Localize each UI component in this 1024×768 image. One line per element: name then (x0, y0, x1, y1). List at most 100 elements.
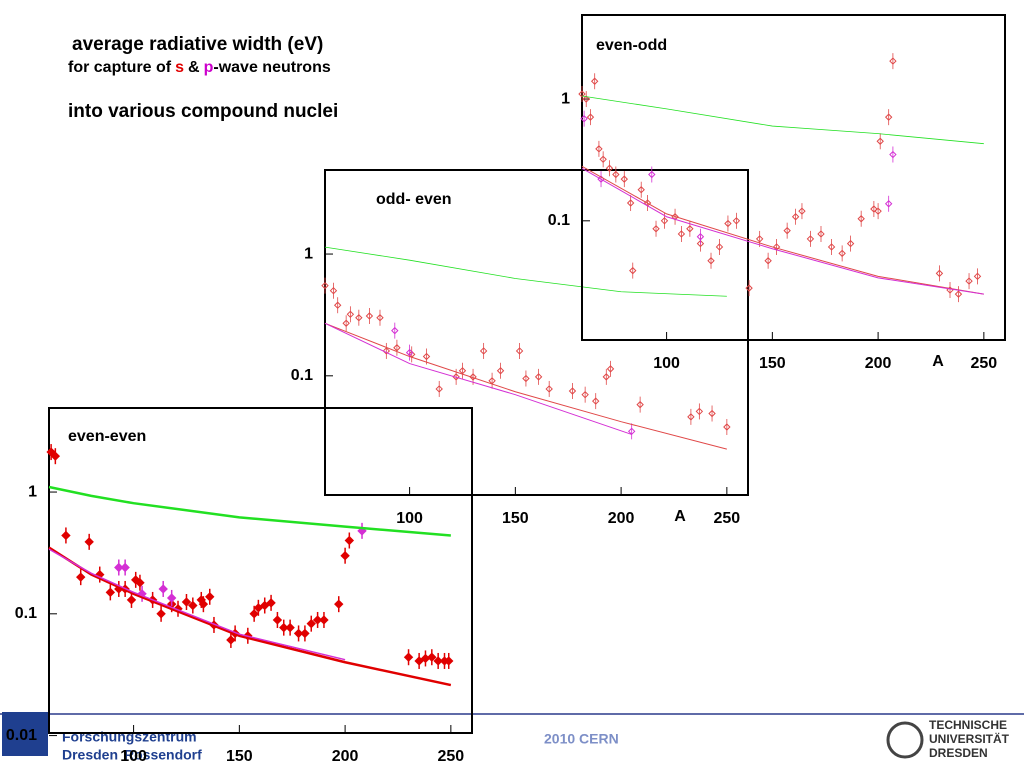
fzd-logo (2, 712, 48, 756)
data-point (660, 217, 669, 225)
data-point (433, 656, 443, 666)
data-point (272, 615, 283, 625)
subtitle: for capture of s & p-wave neutrons (68, 59, 331, 76)
data-point (707, 257, 715, 265)
curve (324, 322, 727, 450)
data-point (846, 239, 855, 248)
data-point (582, 95, 590, 103)
data-point (626, 199, 635, 207)
title: average radiative width (eV) (72, 34, 323, 55)
data-point (334, 599, 344, 609)
data-point (376, 314, 384, 322)
data-point (321, 281, 329, 290)
x-tick-label: 250 (970, 355, 997, 372)
data-point (226, 635, 236, 645)
data-point (452, 373, 460, 381)
data-point (249, 609, 259, 619)
data-point (166, 593, 177, 603)
data-point (783, 226, 791, 235)
data-point (636, 400, 644, 409)
x-tick-label: 100 (120, 748, 147, 765)
footer-left: Forschungszentrum (62, 729, 197, 745)
footer-right: DRESDEN (929, 746, 988, 760)
data-point (391, 326, 399, 335)
data-point (590, 77, 599, 85)
data-point (745, 284, 753, 292)
data-point (592, 397, 600, 405)
data-point (889, 150, 897, 159)
plot-frame (48, 407, 473, 734)
data-point (131, 575, 141, 585)
data-point (534, 373, 543, 381)
data-point (686, 225, 694, 233)
data-point (677, 230, 686, 238)
x-axis-label: A (932, 353, 944, 370)
chart-title: even-odd (596, 37, 667, 54)
data-point (605, 164, 614, 172)
data-point (76, 572, 86, 582)
y-tick-label: 0.01 (6, 727, 37, 744)
data-point (285, 622, 295, 633)
data-point (838, 249, 846, 258)
data-point (300, 628, 310, 639)
data-point (954, 290, 963, 298)
x-tick-label: 200 (865, 355, 892, 372)
data-point (61, 530, 71, 541)
curve (324, 322, 632, 435)
data-point (496, 367, 505, 375)
data-point (205, 592, 215, 602)
data-point (382, 347, 391, 355)
data-point (806, 235, 815, 243)
data-point (732, 217, 741, 225)
data-point (764, 257, 772, 265)
data-point (595, 145, 603, 153)
data-point (620, 175, 629, 183)
data-point (469, 373, 477, 381)
data-point (545, 385, 553, 393)
subtitle-part: & (188, 59, 200, 76)
y-tick-label: 1 (28, 483, 37, 500)
data-point (973, 272, 982, 281)
data-point (342, 319, 350, 327)
footer-left: Dresden (62, 747, 118, 763)
footer-right: TECHNISCHE (929, 718, 1007, 732)
data-point (874, 207, 882, 215)
curve (581, 165, 984, 295)
plot-frame (324, 169, 749, 496)
x-tick-label: 100 (396, 510, 423, 527)
x-tick-label: 150 (226, 748, 253, 765)
data-point (568, 387, 577, 395)
curve (581, 95, 984, 145)
y-tick-label: 1 (304, 245, 313, 262)
data-point (637, 186, 645, 194)
data-point (120, 562, 130, 573)
data-point (522, 374, 530, 383)
data-point (105, 587, 116, 598)
x-tick-label: 200 (332, 748, 359, 765)
data-point (827, 243, 836, 251)
data-point (723, 423, 731, 431)
data-point (135, 578, 145, 588)
data-point (708, 409, 716, 418)
curve (324, 246, 727, 297)
subtitle-part: for capture of (68, 59, 172, 76)
x-tick-label: 150 (502, 510, 529, 527)
data-point (422, 352, 431, 361)
data-point (198, 599, 209, 609)
data-point (687, 413, 695, 421)
curve (581, 167, 984, 295)
data-point (606, 365, 615, 373)
data-point (715, 243, 724, 251)
data-point (648, 170, 656, 179)
data-point (158, 584, 168, 594)
data-point (181, 597, 192, 607)
data-point (260, 600, 270, 611)
data-point (876, 137, 884, 145)
data-point (365, 312, 374, 320)
data-point (965, 277, 973, 285)
subtitle-s: s (175, 59, 184, 76)
subtitle-2: into various compound nuclei (68, 101, 338, 122)
tu-logo (886, 721, 924, 759)
data-point (798, 207, 806, 215)
data-point (293, 628, 304, 639)
